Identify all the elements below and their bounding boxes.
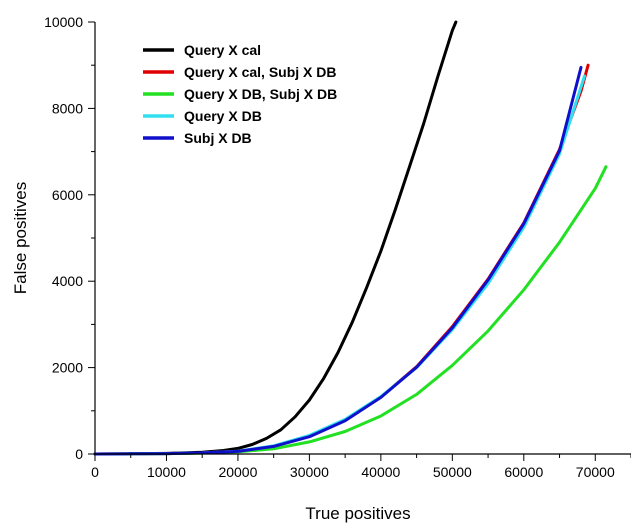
x-axis-title: True positives (305, 504, 410, 523)
plot-area (95, 22, 631, 454)
y-tick-label: 10000 (44, 14, 83, 30)
y-tick-label: 6000 (52, 187, 83, 203)
y-tick-label: 4000 (52, 273, 83, 289)
x-tick-label: 10000 (147, 464, 186, 480)
x-tick-label: 40000 (361, 464, 400, 480)
y-axis-title: False positives (11, 182, 30, 294)
x-tick-label: 30000 (290, 464, 329, 480)
x-tick-label: 70000 (576, 464, 615, 480)
legend: Query X cal Query X cal, Subj X DB Query X… (143, 42, 337, 146)
x-tick-label: 20000 (218, 464, 257, 480)
y-tick-label: 8000 (52, 100, 83, 116)
axes-layer: 0 10000 20000 30000 40000 50000 60000 70000 0 200… (44, 14, 631, 480)
legend-label-3: Query X DB, Subj X DB (184, 86, 337, 102)
x-tick-label: 0 (91, 464, 99, 480)
legend-label-2: Query X cal, Subj X DB (184, 64, 337, 80)
x-tick-label: 60000 (504, 464, 543, 480)
series-line-5 (93, 65, 583, 456)
y-tick-label: 0 (75, 446, 83, 462)
x-tick-label: 50000 (433, 464, 472, 480)
legend-label-5: Subj X DB (184, 130, 252, 146)
legend-label-1: Query X cal (184, 42, 261, 58)
legend-label-4: Query X DB (184, 108, 262, 124)
y-tick-label: 2000 (52, 360, 83, 376)
series-layer (93, 20, 608, 456)
